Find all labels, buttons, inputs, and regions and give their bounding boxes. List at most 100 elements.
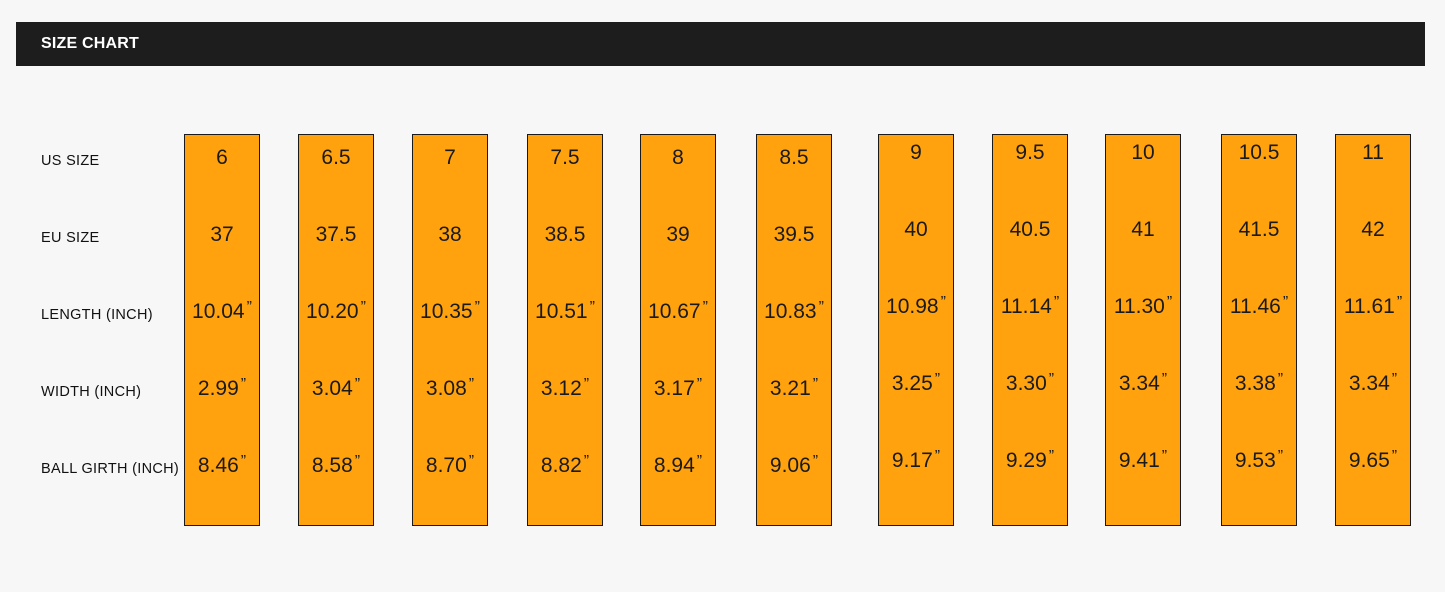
row-label-width: WIDTH (INCH) [41, 384, 142, 400]
cell-us-size: 7 [403, 146, 497, 170]
cell-ball-girth: 9.29” [983, 448, 1077, 473]
inch-mark: ” [360, 299, 366, 316]
cell-value: 3.30 [1005, 372, 1047, 395]
cell-value: 6 [216, 146, 228, 169]
cell-eu-size: 40 [869, 218, 963, 242]
cell-ball-girth: 9.53” [1212, 448, 1306, 473]
cell-value: 8.46 [197, 454, 239, 477]
cell-width: 2.99” [175, 376, 269, 401]
inch-mark: ” [934, 448, 941, 465]
cell-value: 3.12 [540, 377, 582, 400]
cell-eu-size: 42 [1326, 218, 1420, 242]
inch-mark: ” [1166, 294, 1173, 311]
cell-value: 10.35 [420, 300, 473, 323]
size-column: 7.5 38.5 10.51” 3.12” 8.82” [527, 134, 603, 526]
inch-mark: ” [468, 376, 475, 393]
cell-length: 10.98” [869, 294, 963, 319]
cell-value: 10.04 [192, 300, 245, 323]
cell-eu-size: 40.5 [983, 218, 1077, 242]
cell-value: 10.5 [1238, 141, 1280, 164]
size-column: 10 41 11.30” 3.34” 9.41” [1105, 134, 1181, 526]
cell-value: 8.58 [311, 454, 353, 477]
cell-value: 10.51 [535, 300, 588, 323]
cell-eu-size: 41.5 [1212, 218, 1306, 242]
inch-mark: ” [940, 294, 946, 311]
cell-value: 41.5 [1238, 218, 1280, 241]
cell-value: 7.5 [550, 146, 580, 169]
cell-width: 3.08” [403, 376, 497, 401]
inch-mark: ” [589, 299, 595, 316]
size-column: 7 38 10.35” 3.08” 8.70” [412, 134, 488, 526]
cell-value: 10.67 [648, 300, 701, 323]
cell-eu-size: 39 [631, 223, 725, 247]
cell-eu-size: 38 [403, 223, 497, 247]
inch-mark: ” [1277, 448, 1284, 465]
cell-width: 3.21” [747, 376, 841, 401]
cell-ball-girth: 9.65” [1326, 448, 1420, 473]
cell-value: 10.20 [306, 300, 359, 323]
size-column: 9.5 40.5 11.14” 3.30” 9.29” [992, 134, 1068, 526]
inch-mark: ” [1161, 448, 1168, 465]
inch-mark: ” [246, 299, 252, 316]
cell-us-size: 11 [1326, 141, 1420, 165]
cell-value: 10 [1131, 141, 1155, 164]
inch-mark: ” [1282, 294, 1289, 311]
cell-value: 3.25 [891, 372, 933, 395]
row-label-ball-girth: BALL GIRTH (INCH) [41, 461, 180, 477]
inch-mark: ” [812, 376, 819, 393]
cell-width: 3.04” [289, 376, 383, 401]
cell-value: 38.5 [544, 223, 586, 246]
cell-value: 37.5 [315, 223, 357, 246]
inch-mark: ” [1391, 371, 1398, 388]
size-column: 8 39 10.67” 3.17” 8.94” [640, 134, 716, 526]
cell-value: 40.5 [1009, 218, 1051, 241]
cell-value: 40 [904, 218, 928, 241]
cell-value: 10.98 [886, 295, 939, 318]
cell-eu-size: 38.5 [518, 223, 612, 247]
cell-eu-size: 37.5 [289, 223, 383, 247]
cell-us-size: 10.5 [1212, 141, 1306, 165]
cell-value: 3.08 [425, 377, 467, 400]
cell-us-size: 6.5 [289, 146, 383, 170]
inch-mark: ” [468, 453, 475, 470]
cell-eu-size: 37 [175, 223, 269, 247]
size-column: 6.5 37.5 10.20” 3.04” 8.58” [298, 134, 374, 526]
cell-width: 3.38” [1212, 371, 1306, 396]
inch-mark: ” [934, 371, 941, 388]
page-title: SIZE CHART [41, 35, 139, 52]
size-chart-header: SIZE CHART [16, 22, 1425, 66]
cell-us-size: 8.5 [747, 146, 841, 170]
cell-width: 3.30” [983, 371, 1077, 396]
inch-mark: ” [812, 453, 819, 470]
cell-width: 3.17” [631, 376, 725, 401]
cell-value: 9.29 [1005, 449, 1047, 472]
inch-mark: ” [354, 453, 361, 470]
cell-value: 9 [910, 141, 922, 164]
cell-value: 7 [444, 146, 456, 169]
cell-value: 11 [1362, 141, 1384, 164]
size-column: 11 42 11.61” 3.34” 9.65” [1335, 134, 1411, 526]
cell-length: 10.04” [175, 299, 269, 324]
cell-value: 37 [210, 223, 234, 246]
cell-length: 11.30” [1096, 294, 1190, 319]
cell-width: 3.34” [1326, 371, 1420, 396]
size-column: 6 37 10.04” 2.99” 8.46” [184, 134, 260, 526]
cell-value: 9.65 [1348, 449, 1390, 472]
cell-value: 8.5 [779, 146, 809, 169]
cell-value: 11.14 [1000, 295, 1052, 318]
cell-length: 11.61” [1326, 294, 1420, 319]
cell-value: 11.61 [1343, 295, 1395, 318]
cell-value: 10.83 [764, 300, 817, 323]
cell-value: 3.38 [1234, 372, 1276, 395]
inch-mark: ” [583, 376, 590, 393]
cell-length: 10.20” [289, 299, 383, 324]
size-column: 9 40 10.98” 3.25” 9.17” [878, 134, 954, 526]
inch-mark: ” [1053, 294, 1060, 311]
cell-value: 9.17 [891, 449, 933, 472]
cell-width: 3.34” [1096, 371, 1190, 396]
inch-mark: ” [474, 299, 480, 316]
cell-us-size: 6 [175, 146, 269, 170]
inch-mark: ” [696, 453, 703, 470]
cell-value: 38 [438, 223, 462, 246]
row-label-us-size: US SIZE [41, 153, 100, 169]
